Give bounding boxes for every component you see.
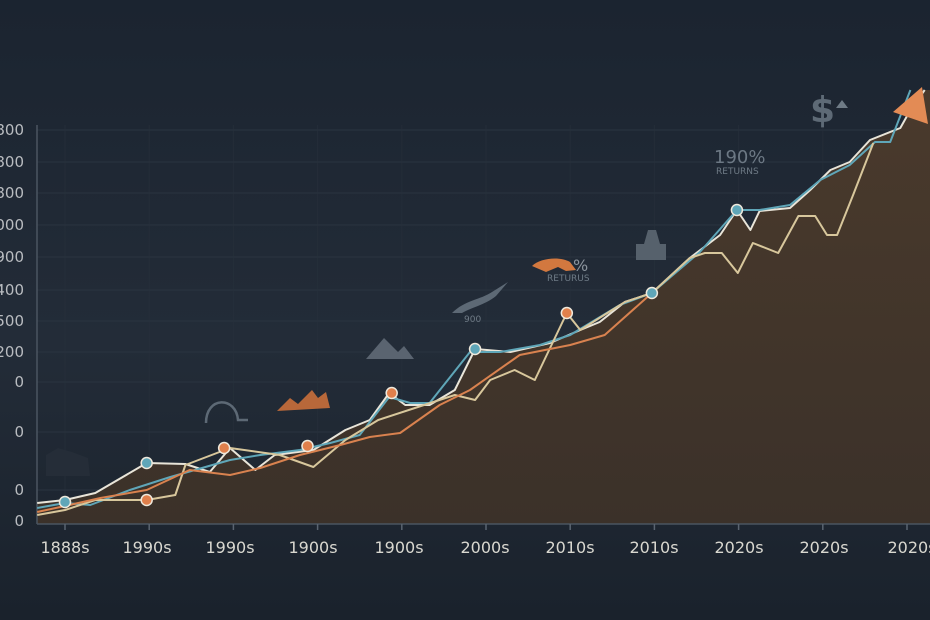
whale-annotation-label: 900: [464, 315, 482, 325]
y-tick-label: 800: [0, 184, 24, 202]
data-point-marker: [58, 495, 72, 509]
helmet-icon: [204, 401, 248, 424]
series-line-2: [37, 142, 875, 516]
area-fill: [37, 90, 930, 524]
data-point-marker: [140, 456, 153, 470]
data-point-marker: [217, 441, 231, 455]
y-tick-label: 0: [14, 373, 24, 391]
line-layer: [36, 89, 926, 516]
y-tick-label: 400: [0, 281, 24, 299]
x-tick-label: 1990s: [122, 538, 172, 557]
y-tick-label: 0: [14, 512, 24, 530]
y-tick-label: 800: [0, 121, 24, 139]
x-tick-label: 1900s: [288, 538, 338, 557]
x-tick-label: 2020s: [714, 538, 764, 557]
returns-annotation-value: 190%: [714, 147, 766, 168]
data-point-marker: [385, 386, 398, 400]
growth-arrow-icon: [893, 87, 928, 124]
returns-annotation-label: RETURNS: [716, 167, 759, 177]
mountain-icon: [366, 338, 414, 359]
x-tick-label: 1888s: [40, 538, 90, 557]
x-tick-label: 1900s: [374, 538, 424, 557]
series-line-3: [36, 292, 653, 513]
x-tick-label: 1990s: [205, 538, 255, 557]
person-icon: [636, 230, 666, 260]
building-icon: [46, 448, 90, 476]
percent-annotation-label: RETURUS: [547, 274, 590, 284]
data-point-marker: [301, 439, 314, 453]
data-point-marker: [468, 342, 482, 356]
data-point-marker: [560, 306, 574, 320]
y-tick-label: 500: [0, 312, 24, 330]
percent-annotation-value: %: [573, 256, 589, 275]
series-line-1: [37, 89, 912, 509]
bear-icon: [277, 390, 330, 411]
x-tick-label: 2000s: [460, 538, 510, 557]
x-tick-label: 2020s: [887, 538, 930, 557]
whale-icon: [452, 282, 508, 313]
y-tick-label: 000: [0, 216, 24, 234]
x-tick-label: 2010s: [545, 538, 595, 557]
data-point-marker: [140, 493, 153, 507]
y-tick-label: 800: [0, 153, 24, 171]
x-tick-label: 2010s: [629, 538, 679, 557]
y-tick-label: 0: [14, 423, 24, 441]
data-point-marker: [645, 286, 659, 300]
area-layer: [37, 90, 930, 524]
marker-layer: [58, 203, 744, 509]
x-ticks: [64, 524, 908, 530]
triangle-up-icon: [836, 100, 848, 108]
y-tick-label: 200: [0, 343, 24, 361]
data-point-marker: [730, 203, 744, 217]
y-tick-label: 900: [0, 248, 24, 266]
bull-icon: [532, 258, 576, 272]
x-tick-label: 2020s: [799, 538, 849, 557]
dollar-icon: $: [810, 90, 836, 131]
y-tick-label: 0: [14, 481, 24, 499]
